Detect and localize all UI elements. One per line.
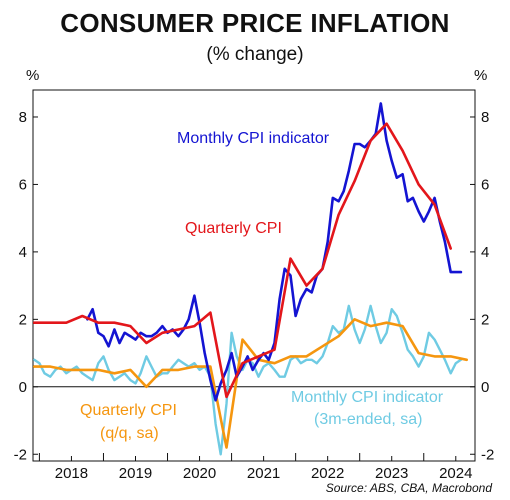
left-axis-unit: % [26, 67, 39, 84]
annotation-quarterly-cpi: Quarterly CPI [185, 220, 282, 237]
y-tick-label-right: 2 [481, 311, 489, 328]
x-tick-label: 2019 [119, 465, 152, 482]
x-tick-label: 2023 [375, 465, 408, 482]
annotation-monthly-3m-line2: (3m-ended, sa) [314, 411, 423, 428]
series-line-1 [33, 122, 452, 399]
y-tick-label-left: 0 [19, 379, 27, 396]
y-tick-label-right: 4 [481, 244, 489, 261]
series-line-2 [33, 318, 468, 449]
annotation-monthly-3m-line1: Monthly CPI indicator [291, 389, 444, 406]
y-tick-label-left: 4 [19, 244, 27, 261]
axes: -2 -2 0 0 2 2 4 4 6 6 8 8 2018 2019 2020 2021 2022 2023 20… [14, 109, 495, 482]
annotation-monthly-cpi: Monthly CPI indicator [177, 130, 330, 147]
y-tick-label-left: 2 [19, 311, 27, 328]
y-tick-label-left: -2 [14, 446, 27, 463]
chart-title: CONSUMER PRICE INFLATION [60, 8, 450, 38]
y-tick-label-left: 6 [19, 176, 27, 193]
y-tick-label-right: 0 [481, 379, 489, 396]
y-tick-label-right: 8 [481, 109, 489, 126]
annotation-quarterly-qq-line1: Quarterly CPI [80, 402, 177, 419]
plot-frame [32, 89, 476, 462]
x-tick-label: 2021 [247, 465, 280, 482]
series-layer [33, 102, 468, 456]
series-line-0 [86, 102, 463, 402]
x-tick-label: 2018 [55, 465, 88, 482]
x-tick-label: 2024 [439, 465, 472, 482]
chart-subtitle: (% change) [206, 44, 304, 65]
x-tick-label: 2020 [183, 465, 216, 482]
source-note: Source: ABS, CBA, Macrobond [325, 481, 492, 495]
y-tick-label-right: -2 [481, 446, 494, 463]
annotation-quarterly-qq-line2: (q/q, sa) [100, 425, 159, 442]
right-axis-unit: % [474, 67, 487, 84]
x-tick-label: 2022 [311, 465, 344, 482]
plot-border [32, 89, 476, 462]
y-tick-label-left: 8 [19, 109, 27, 126]
y-tick-label-right: 6 [481, 176, 489, 193]
